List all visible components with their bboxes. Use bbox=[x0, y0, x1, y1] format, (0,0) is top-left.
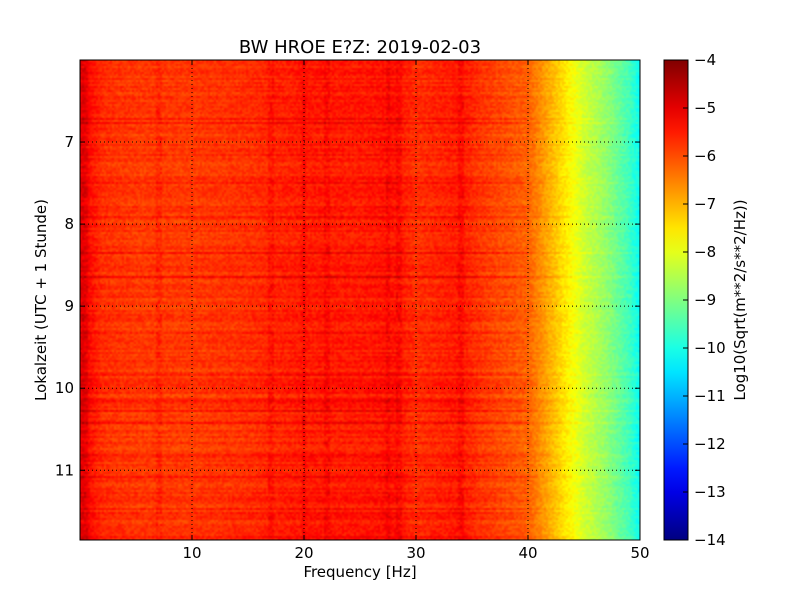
colorbar-tick-label: −8 bbox=[694, 243, 716, 261]
spectrogram-heatmap bbox=[80, 60, 640, 540]
y-axis-label: Lokalzeit (UTC + 1 Stunde) bbox=[32, 199, 50, 401]
x-tick-label: 40 bbox=[518, 544, 537, 562]
colorbar-tick-label: −9 bbox=[694, 291, 716, 309]
x-axis-ticks: 10 20 30 40 50 bbox=[182, 60, 650, 562]
x-tick-label: 30 bbox=[406, 544, 425, 562]
x-tick-label: 10 bbox=[182, 544, 201, 562]
x-tick-label: 20 bbox=[294, 544, 313, 562]
plot-area bbox=[79, 59, 641, 541]
y-tick-label: 11 bbox=[55, 461, 74, 479]
y-tick-label: 7 bbox=[64, 133, 74, 151]
x-axis-label: Frequency [Hz] bbox=[303, 563, 416, 581]
colorbar-tick-label: −6 bbox=[694, 147, 716, 165]
plot-frame bbox=[79, 59, 641, 541]
colorbar-ticks: −4 −5 −6 −7 −8 −9 −10 −11 −12 −13 −14 bbox=[683, 51, 726, 549]
colorbar-tick-label: −7 bbox=[694, 195, 716, 213]
chart-title: BW HROE E?Z: 2019-02-03 bbox=[239, 37, 481, 58]
colorbar-tick-label: −10 bbox=[694, 339, 726, 357]
grid-lines bbox=[80, 60, 640, 540]
y-tick-label: 10 bbox=[55, 379, 74, 397]
colorbar-tick-label: −4 bbox=[694, 51, 716, 69]
colorbar-label: Log10(Sqrt(m**2/s**2/Hz)) bbox=[731, 199, 749, 400]
y-axis-ticks: 7 8 9 10 11 bbox=[55, 133, 640, 479]
colorbar-tick-label: −12 bbox=[694, 435, 726, 453]
x-tick-label: 50 bbox=[630, 544, 649, 562]
colorbar-tick-label: −5 bbox=[694, 99, 716, 117]
colorbar-tick-label: −11 bbox=[694, 387, 726, 405]
colorbar-tick-label: −14 bbox=[694, 531, 726, 549]
colorbar: −4 −5 −6 −7 −8 −9 −10 −11 −12 −13 −14 Log10(Sqrt(m… bbox=[663, 51, 749, 549]
colorbar-tick-label: −13 bbox=[694, 483, 726, 501]
y-tick-label: 9 bbox=[64, 297, 74, 315]
y-tick-label: 8 bbox=[64, 215, 74, 233]
